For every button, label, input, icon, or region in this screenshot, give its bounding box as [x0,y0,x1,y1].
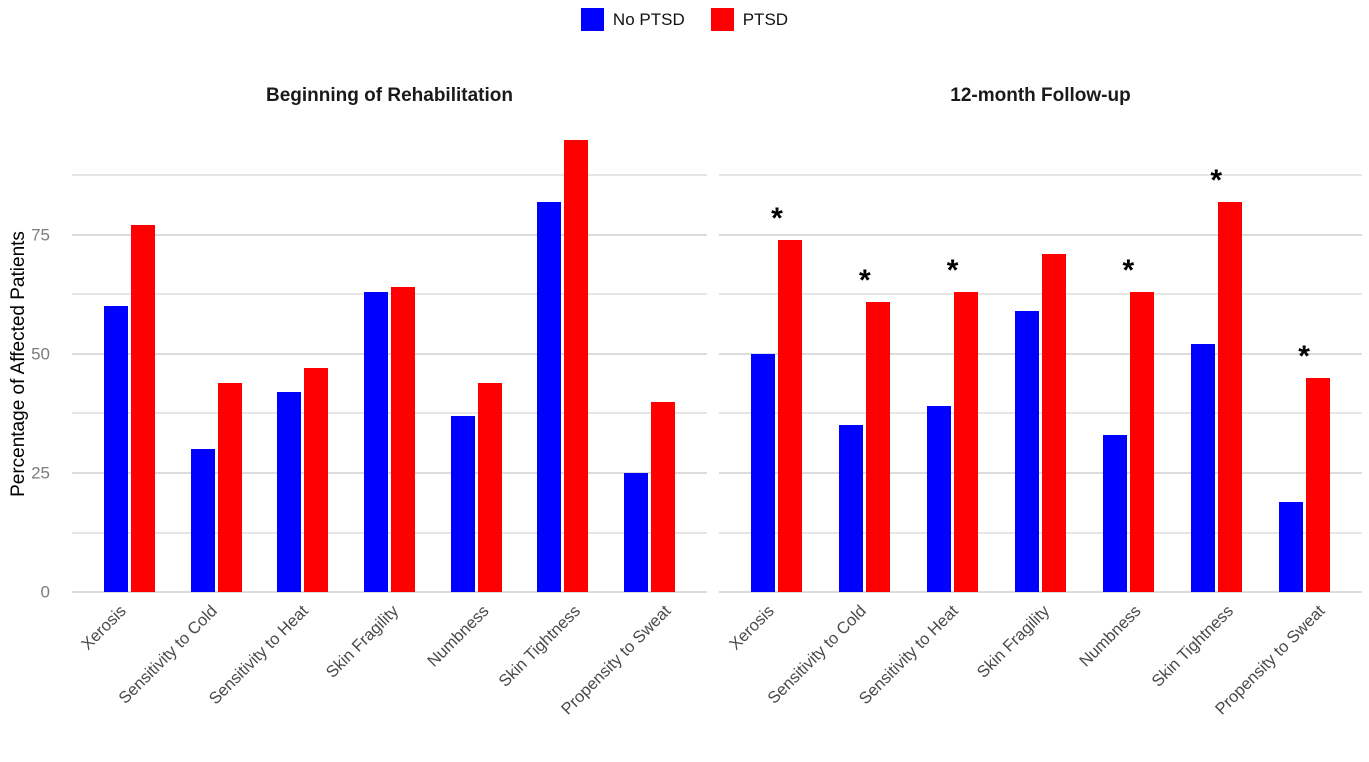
bar-group [259,135,346,592]
x-category-label: Xerosis [726,602,778,654]
bar-ptsd [866,301,891,592]
facet-title: Beginning of Rehabilitation [266,85,513,106]
bar-ptsd [651,401,676,592]
bar-no-ptsd [277,392,302,592]
bar-ptsd [1305,377,1330,592]
bar-ptsd [1042,254,1066,592]
gridline [72,352,707,355]
y-tick-label: 50 [31,344,50,364]
significance-marker: * [1298,339,1310,373]
gridline [72,293,707,296]
gridline [719,233,1362,236]
bar-no-ptsd [927,406,952,592]
bar-no-ptsd [839,425,864,592]
significance-marker: * [1122,254,1135,288]
bar-ptsd [778,239,803,592]
bar-ptsd [1129,292,1154,592]
gridline [719,591,1362,593]
bar-groups [86,135,693,592]
plot-area: * * * * * * [719,135,1362,593]
bar-ptsd [1217,201,1242,592]
legend: No PTSD PTSD [0,8,1369,31]
gridline [72,412,707,415]
bar-no-ptsd [751,353,776,592]
facet-beginning-of-rehabilitation: Beginning of Rehabilitation Xerosis Sensi… [72,85,707,762]
bar-group: * [733,135,821,592]
x-category-label: Xerosis [78,602,131,654]
gridline [719,293,1362,296]
gridline [719,174,1362,177]
gridline [72,174,707,177]
significance-marker: * [858,263,871,297]
x-axis-labels: Xerosis Sensitivity to Cold Sensitivity to… [72,592,707,762]
bar-ptsd [954,292,979,592]
legend-label-ptsd: PTSD [742,9,789,29]
facet-title: 12-month Follow-up [950,85,1131,106]
x-category-label: Sensitivity to Heat [855,602,962,709]
bar-ptsd [217,382,242,592]
legend-label-no-ptsd: No PTSD [612,9,685,29]
x-category-label: Skin Fragility [322,602,403,682]
significance-marker: * [771,201,783,235]
significance-marker: * [1210,163,1223,197]
gridline [72,531,707,534]
facet-12-month-follow-up: 12-month Follow-up * * * * * * Xerosis Sensiti… [719,85,1362,762]
bar-group: * [1260,135,1348,592]
bar-no-ptsd [1015,311,1039,592]
bar-group [346,135,433,592]
x-category-label: Sensitivity to Heat [205,602,312,709]
y-tick-label: 0 [40,582,50,602]
bar-no-ptsd [537,201,562,592]
bar-group: * [1084,135,1172,592]
plot-area [72,135,707,593]
x-category-label: Skin Tightness [1148,602,1237,691]
legend-swatch-no-ptsd [580,8,604,31]
bar-no-ptsd [364,292,389,592]
bar-no-ptsd [1278,501,1303,592]
bar-group: * [1172,135,1260,592]
bar-ptsd [304,368,329,592]
x-axis-labels: Xerosis Sensitivity to Cold Sensitivity to… [719,592,1362,762]
x-category-label: Numbness [424,602,493,671]
bar-no-ptsd [103,306,128,592]
x-category-label: Numbness [1076,602,1146,671]
gridline [72,591,707,593]
x-category-label: Sensitivity to Cold [764,602,870,708]
bar-group [606,135,693,592]
gridline [719,531,1362,534]
gridline [72,472,707,474]
bar-group [433,135,520,592]
y-axis-tick-labels: 0 25 50 75 [0,135,60,600]
legend-item-no-ptsd: No PTSD [580,8,685,31]
y-tick-label: 25 [31,463,50,483]
bar-ptsd [477,382,502,592]
x-category-label: Skin Fragility [973,602,1054,682]
bar-no-ptsd [1190,344,1215,592]
bar-group [520,135,607,592]
gridline [719,412,1362,415]
bar-group [997,135,1085,592]
bar-group: * [821,135,909,592]
bar-no-ptsd [1102,434,1127,592]
bar-no-ptsd [190,449,215,592]
bar-ptsd [130,225,155,592]
y-tick-label: 75 [31,225,50,245]
x-category-label: Sensitivity to Cold [115,602,221,708]
bar-group [173,135,260,592]
bar-group [86,135,173,592]
gridline [72,233,707,236]
gridline [719,472,1362,474]
legend-swatch-ptsd [710,8,734,31]
bar-ptsd [391,287,416,592]
x-category-label: Skin Tightness [495,602,584,691]
legend-item-ptsd: PTSD [710,8,789,31]
gridline [719,352,1362,355]
bar-no-ptsd [624,473,649,592]
bar-groups: * * * * * * [733,135,1348,592]
significance-marker: * [946,254,959,288]
bar-no-ptsd [450,415,475,592]
bar-group: * [909,135,997,592]
bar-ptsd [564,139,589,592]
